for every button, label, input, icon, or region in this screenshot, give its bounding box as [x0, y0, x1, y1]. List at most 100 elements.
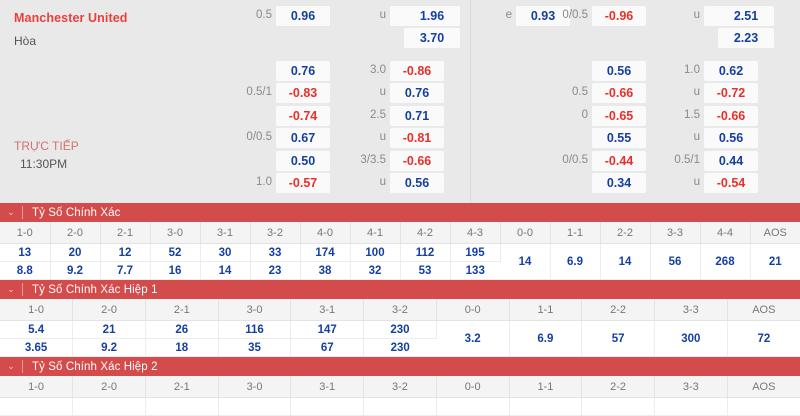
- handicap-odd-6[interactable]: 0.50: [276, 151, 330, 171]
- score-odd-bottom-5[interactable]: 23: [250, 261, 301, 280]
- score-odd-top-3[interactable]: 52: [150, 243, 201, 262]
- score-odd-merged-3[interactable]: 300: [654, 320, 728, 357]
- score-odd-bottom-1[interactable]: 9.2: [50, 261, 101, 280]
- right-over-under-line-7: u: [693, 176, 700, 188]
- score-odd-top-0[interactable]: 13: [0, 243, 51, 262]
- table-row: 8.8 9.2 7.7 16 14 23 38 32 53 133: [0, 261, 800, 280]
- section-header-1[interactable]: ⌄ Tỷ Số Chính Xác Hiệp 1: [0, 280, 800, 299]
- score-odd-empty-5[interactable]: [363, 397, 437, 416]
- right-handicap-odd-3[interactable]: -0.66: [592, 83, 646, 103]
- chevron-down-icon[interactable]: ⌄: [7, 361, 15, 371]
- score-odd-merged-2[interactable]: 14: [600, 243, 651, 280]
- right-over-under-odd-2[interactable]: 0.62: [704, 61, 758, 81]
- score-odd-bottom-0[interactable]: 3.65: [0, 338, 74, 357]
- score-odd-top-2[interactable]: 12: [100, 243, 151, 262]
- team-name-home[interactable]: Manchester United: [14, 11, 128, 25]
- chevron-down-icon[interactable]: ⌄: [7, 284, 15, 294]
- handicap-odd-5[interactable]: 0.67: [276, 128, 330, 148]
- right-one-x-two-odd-1[interactable]: 2.23: [718, 28, 774, 48]
- score-column-header-6: 0-0: [436, 299, 510, 321]
- score-odd-empty-4[interactable]: [290, 397, 365, 416]
- right-over-under-odd-3[interactable]: -0.72: [704, 83, 758, 103]
- right-handicap-odd-4[interactable]: -0.65: [592, 106, 646, 126]
- score-odd-empty-10[interactable]: [727, 397, 800, 416]
- score-column-header-2: 2-1: [100, 222, 151, 244]
- right-over-under-odd-7[interactable]: -0.54: [704, 173, 758, 193]
- score-odd-bottom-5[interactable]: 230: [363, 338, 437, 357]
- right-handicap-odd-5[interactable]: 0.55: [592, 128, 646, 148]
- right-handicap-odd-0[interactable]: -0.96: [592, 6, 646, 26]
- section-header-2[interactable]: ⌄ Tỷ Số Chính Xác Hiệp 2: [0, 357, 800, 376]
- score-odd-bottom-2[interactable]: 7.7: [100, 261, 151, 280]
- right-over-under-odd-4[interactable]: -0.66: [704, 106, 758, 126]
- score-odd-top-6[interactable]: 174: [300, 243, 351, 262]
- score-column-header-10: 0-0: [500, 222, 551, 244]
- score-odd-merged-5[interactable]: 21: [750, 243, 800, 280]
- score-odd-merged-2[interactable]: 57: [581, 320, 655, 357]
- right-over-under-odd-5[interactable]: 0.56: [704, 128, 758, 148]
- score-odd-bottom-4[interactable]: 14: [200, 261, 251, 280]
- score-odd-bottom-6[interactable]: 38: [300, 261, 351, 280]
- handicap-odd-2[interactable]: 0.76: [276, 61, 330, 81]
- score-odd-bottom-1[interactable]: 9.2: [72, 338, 146, 357]
- right-one-x-two-odd-0[interactable]: 2.51: [718, 6, 774, 26]
- over-under-odd-5[interactable]: -0.81: [390, 128, 444, 148]
- score-table-1: 1-0 2-0 2-1 3-0 3-1 3-2 0-0 1-1 2-2 3-3 AOS 5.4 21 26…: [0, 299, 800, 357]
- score-odd-bottom-3[interactable]: 16: [150, 261, 201, 280]
- right-handicap-odd-2[interactable]: 0.56: [592, 61, 646, 81]
- score-odd-empty-9[interactable]: [654, 397, 728, 416]
- score-odd-bottom-8[interactable]: 53: [400, 261, 451, 280]
- score-odd-empty-0[interactable]: [0, 397, 74, 416]
- score-odd-empty-1[interactable]: [72, 397, 146, 416]
- over-under-odd-6[interactable]: -0.66: [390, 151, 444, 171]
- score-odd-merged-0[interactable]: 14: [500, 243, 551, 280]
- right-over-under-odd-6[interactable]: 0.44: [704, 151, 758, 171]
- score-odd-top-7[interactable]: 100: [350, 243, 401, 262]
- score-odd-bottom-4[interactable]: 67: [290, 338, 365, 357]
- over-under-odd-4[interactable]: 0.71: [390, 106, 444, 126]
- right-over-under-line-4: 1.5: [684, 109, 700, 121]
- even-odd-odd-0[interactable]: 0.93: [516, 6, 570, 26]
- score-odd-empty-2[interactable]: [145, 397, 219, 416]
- score-odd-top-3[interactable]: 116: [218, 320, 292, 339]
- score-odd-merged-1[interactable]: 6.9: [550, 243, 601, 280]
- score-odd-bottom-9[interactable]: 133: [450, 261, 500, 280]
- section-title: Tỷ Số Chính Xác Hiệp 2: [32, 360, 158, 373]
- handicap-odd-4[interactable]: -0.74: [276, 106, 330, 126]
- score-odd-top-4[interactable]: 30: [200, 243, 251, 262]
- score-odd-top-5[interactable]: 33: [250, 243, 301, 262]
- score-odd-top-2[interactable]: 26: [145, 320, 219, 339]
- score-odd-bottom-7[interactable]: 32: [350, 261, 401, 280]
- one-x-two-odd-0[interactable]: 1.96: [404, 6, 460, 26]
- right-handicap-odd-7[interactable]: 0.34: [592, 173, 646, 193]
- right-handicap-odd-6[interactable]: -0.44: [592, 151, 646, 171]
- score-odd-empty-7[interactable]: [509, 397, 583, 416]
- score-odd-top-1[interactable]: 20: [50, 243, 101, 262]
- score-odd-empty-8[interactable]: [581, 397, 655, 416]
- score-odd-merged-4[interactable]: 72: [727, 320, 800, 357]
- one-x-two-odd-1[interactable]: 3.70: [404, 28, 460, 48]
- score-odd-top-1[interactable]: 21: [72, 320, 146, 339]
- score-odd-merged-0[interactable]: 3.2: [436, 320, 510, 357]
- score-odd-top-5[interactable]: 230: [363, 320, 437, 339]
- score-odd-top-0[interactable]: 5.4: [0, 320, 74, 339]
- score-odd-empty-6[interactable]: [436, 397, 510, 416]
- handicap-odd-7[interactable]: -0.57: [276, 173, 330, 193]
- section-header-0[interactable]: ⌄ Tỷ Số Chính Xác: [0, 203, 800, 222]
- over-under-odd-7[interactable]: 0.56: [390, 173, 444, 193]
- score-odd-empty-3[interactable]: [218, 397, 292, 416]
- score-odd-merged-3[interactable]: 56: [650, 243, 701, 280]
- score-odd-bottom-0[interactable]: 8.8: [0, 261, 51, 280]
- score-odd-merged-1[interactable]: 6.9: [509, 320, 583, 357]
- score-odd-top-9[interactable]: 195: [450, 243, 501, 262]
- score-odd-bottom-2[interactable]: 18: [145, 338, 219, 357]
- score-odd-top-4[interactable]: 147: [290, 320, 365, 339]
- handicap-odd-0[interactable]: 0.96: [276, 6, 330, 26]
- handicap-odd-3[interactable]: -0.83: [276, 83, 330, 103]
- score-odd-bottom-3[interactable]: 35: [218, 338, 292, 357]
- score-odd-top-8[interactable]: 112: [400, 243, 451, 262]
- chevron-down-icon[interactable]: ⌄: [7, 207, 15, 217]
- score-odd-merged-4[interactable]: 268: [700, 243, 751, 280]
- over-under-odd-3[interactable]: 0.76: [390, 83, 444, 103]
- over-under-odd-2[interactable]: -0.86: [390, 61, 444, 81]
